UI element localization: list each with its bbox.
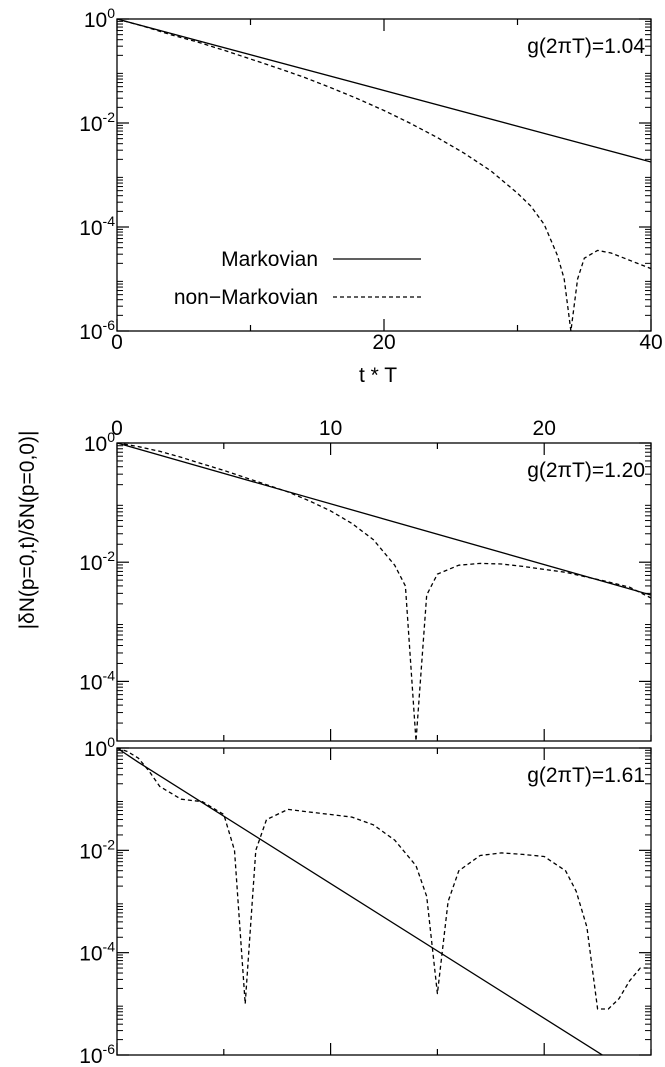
y-tick-label: 100 bbox=[84, 429, 115, 456]
series-line-non-markovian bbox=[117, 748, 651, 1010]
y-tick-label: 10-4 bbox=[79, 213, 115, 240]
legend: Markovian non−Markovian bbox=[174, 248, 421, 309]
y-tick-label: 10-2 bbox=[79, 548, 115, 575]
panel-annotation: g(2πT)=1.61 bbox=[527, 764, 645, 787]
y-tick-label: 10-2 bbox=[79, 109, 115, 136]
legend-label: Markovian bbox=[221, 248, 318, 271]
panel-1: 10-6 10-4 10-2 100 0 20 40 g(2πT)=1.04 Markovian… bbox=[79, 5, 662, 354]
plot-frame bbox=[116, 442, 652, 742]
y-tick-label: 100 bbox=[84, 734, 115, 761]
x-tick-label: 20 bbox=[372, 331, 395, 354]
plot-frame bbox=[116, 747, 652, 1056]
panel-annotation: g(2πT)=1.04 bbox=[527, 35, 645, 58]
y-tick-label: 10-2 bbox=[79, 836, 115, 863]
x-tick-label: 20 bbox=[533, 417, 556, 440]
x-tick-label: 0 bbox=[111, 417, 123, 440]
plot-area bbox=[117, 443, 651, 741]
series-line-markovian bbox=[117, 443, 651, 596]
x-tick-label: 40 bbox=[639, 331, 662, 354]
y-tick-label: 10-4 bbox=[79, 667, 115, 694]
series-line-non-markovian bbox=[117, 19, 651, 331]
series-line-non-markovian bbox=[117, 443, 651, 741]
x-axis-label: t * T bbox=[359, 364, 397, 387]
series-line-markovian bbox=[117, 748, 604, 1055]
y-axis-label: |δN(p=0,t)/δN(p=0,0)| bbox=[16, 431, 39, 630]
x-tick-label: 10 bbox=[319, 417, 342, 440]
x-tick-label: 0 bbox=[111, 331, 123, 354]
plot-frame bbox=[116, 18, 652, 332]
panel-annotation: g(2πT)=1.20 bbox=[527, 459, 645, 482]
y-tick-label: 100 bbox=[84, 5, 115, 32]
y-tick-label: 10-4 bbox=[79, 939, 115, 966]
y-tick-label: 10-6 bbox=[79, 317, 115, 344]
legend-label: non−Markovian bbox=[174, 286, 318, 309]
plot-area bbox=[117, 19, 651, 331]
plot-area bbox=[117, 748, 651, 1055]
series-line-markovian bbox=[117, 19, 651, 163]
panel-3: 10-6 10-4 10-2 100 g(2πT)=1.61 bbox=[79, 734, 652, 1067]
y-tick-label: 10-6 bbox=[79, 1041, 115, 1067]
